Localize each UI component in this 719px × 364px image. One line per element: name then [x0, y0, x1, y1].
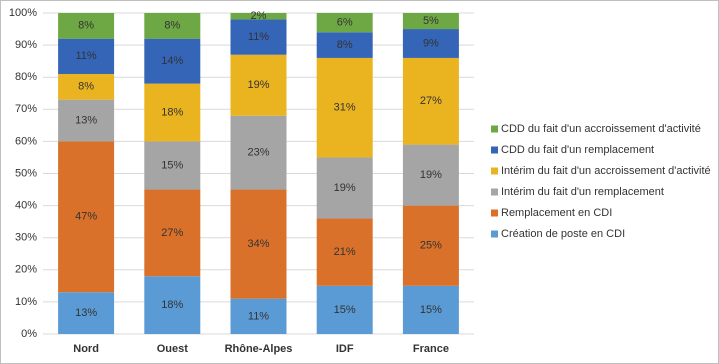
- x-tick-label: IDF: [336, 343, 354, 355]
- bar-segment: [144, 189, 201, 277]
- bar-segment: [58, 141, 115, 293]
- legend-swatch: [491, 230, 498, 238]
- data-label: 27%: [161, 227, 183, 239]
- data-label: 15%: [161, 159, 183, 171]
- bar-segment: [316, 218, 373, 286]
- legend-label: Création de poste en CDI: [501, 228, 625, 240]
- data-label: 15%: [334, 304, 356, 316]
- y-tick-label: 50%: [15, 167, 37, 179]
- bar-segment: [144, 13, 201, 39]
- data-label: 31%: [334, 102, 356, 114]
- legend-swatch: [491, 146, 498, 154]
- legend-label: Intérim du fait d'un accroissement d'act…: [501, 165, 711, 177]
- legend-swatch: [491, 209, 498, 217]
- x-tick-label: France: [413, 343, 449, 355]
- bar-segment: [230, 19, 287, 55]
- bar-segment: [402, 29, 459, 58]
- bar-segment: [316, 57, 373, 158]
- data-label: 6%: [337, 17, 353, 29]
- y-tick-label: 60%: [15, 135, 37, 147]
- data-label: 11%: [248, 310, 269, 322]
- bar-segment: [316, 13, 373, 33]
- data-label: 19%: [420, 169, 442, 181]
- data-label: 9%: [423, 37, 439, 49]
- y-tick-label: 80%: [15, 71, 37, 83]
- bar-segment: [144, 141, 201, 190]
- data-label: 15%: [420, 304, 442, 316]
- y-tick-label: 20%: [15, 264, 37, 276]
- data-label: 19%: [247, 79, 269, 91]
- data-label: 19%: [334, 182, 356, 194]
- y-tick-label: 100%: [9, 7, 37, 19]
- data-label: 5%: [423, 15, 439, 27]
- bar-segment: [230, 13, 287, 20]
- data-label: 18%: [161, 299, 183, 311]
- bar-segment: [144, 83, 201, 142]
- bar-segment: [230, 54, 287, 116]
- y-tick-label: 10%: [15, 296, 37, 308]
- x-tick-label: Ouest: [157, 343, 189, 355]
- data-label: 34%: [247, 238, 269, 250]
- bar-segment: [58, 292, 115, 334]
- data-label: 8%: [78, 20, 94, 32]
- data-label: 27%: [420, 95, 442, 107]
- data-label: 2%: [251, 10, 267, 22]
- y-tick-label: 70%: [15, 103, 37, 115]
- y-tick-label: 30%: [15, 232, 37, 244]
- legend-label: Remplacement en CDI: [501, 207, 612, 219]
- data-label: 8%: [164, 20, 180, 32]
- legend-swatch: [491, 125, 498, 133]
- bar-segment: [402, 57, 459, 145]
- bar-segment: [230, 189, 287, 299]
- bar-segment: [316, 32, 373, 58]
- data-label: 11%: [75, 50, 96, 62]
- bar-segment: [402, 285, 459, 334]
- bar-segment: [58, 38, 115, 74]
- bar-segment: [144, 38, 201, 84]
- data-label: 14%: [161, 55, 183, 67]
- bar-segment: [230, 115, 287, 190]
- bar-segment: [316, 285, 373, 334]
- data-label: 47%: [75, 211, 97, 223]
- legend-swatch: [491, 167, 498, 175]
- y-tick-label: 90%: [15, 39, 37, 51]
- legend-label: Intérim du fait d'un remplacement: [501, 186, 664, 198]
- data-label: 8%: [337, 39, 353, 51]
- data-label: 13%: [75, 114, 97, 126]
- legend-swatch: [491, 188, 498, 196]
- bar-segment: [58, 13, 115, 39]
- bar-segment: [402, 13, 459, 30]
- data-label: 13%: [75, 307, 97, 319]
- data-label: 23%: [247, 147, 269, 159]
- data-label: 25%: [420, 240, 442, 252]
- data-label: 11%: [248, 31, 269, 43]
- data-label: 18%: [161, 106, 183, 118]
- legend-label: CDD du fait d'un remplacement: [501, 144, 654, 156]
- legend-label: CDD du fait d'un accroissement d'activit…: [501, 123, 701, 135]
- bar-segment: [316, 157, 373, 219]
- bar-segment: [402, 205, 459, 286]
- bar-segment: [230, 298, 287, 334]
- x-tick-label: Nord: [73, 343, 99, 355]
- bar-segment: [402, 144, 459, 206]
- x-tick-label: Rhône-Alpes: [225, 343, 293, 355]
- y-tick-label: 0%: [21, 328, 37, 340]
- data-label: 21%: [334, 246, 356, 258]
- y-tick-label: 40%: [15, 200, 37, 212]
- bar-segment: [58, 73, 115, 100]
- bar-segment: [144, 276, 201, 334]
- bar-segment: [58, 99, 115, 142]
- data-label: 8%: [78, 81, 94, 93]
